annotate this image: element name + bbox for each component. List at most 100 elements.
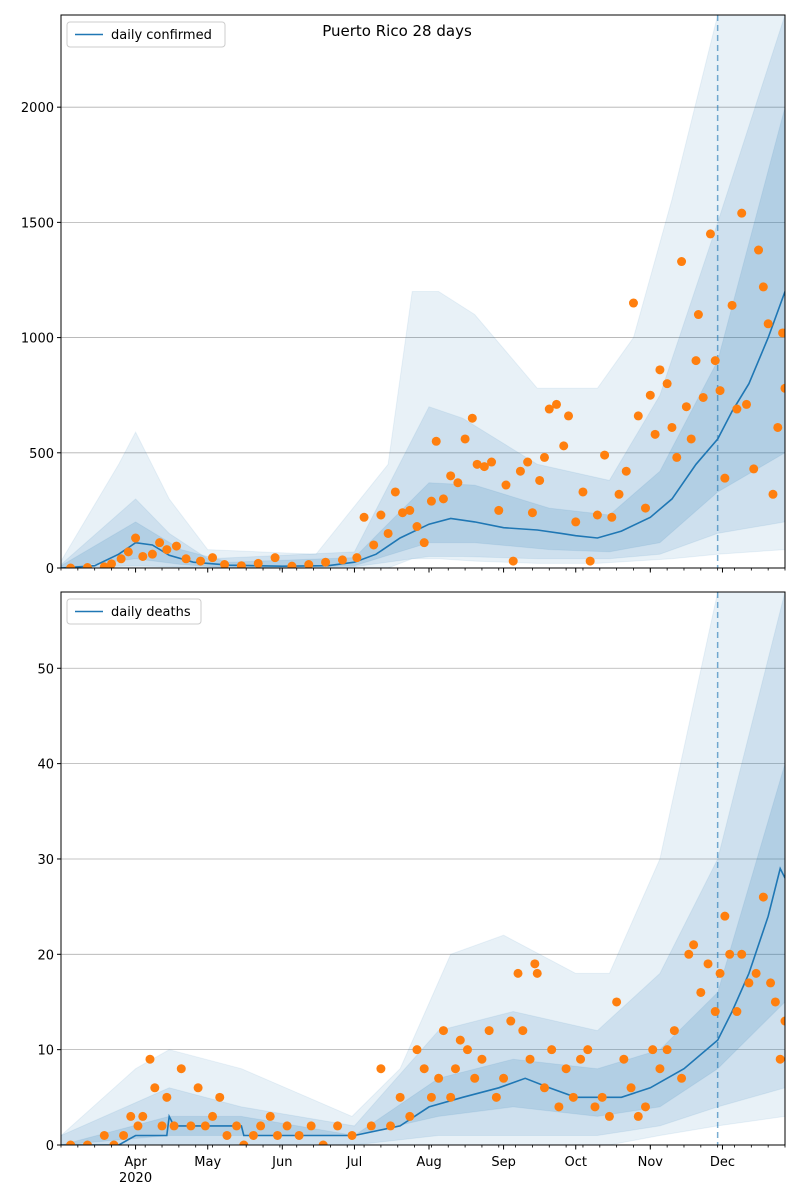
x-tick-label: Sep — [491, 1155, 516, 1170]
observed-point — [710, 356, 720, 366]
observed-point — [133, 1121, 143, 1131]
observed-point — [318, 1140, 328, 1145]
observed-point — [778, 328, 785, 338]
observed-point — [662, 379, 672, 389]
observed-point — [186, 1121, 196, 1131]
observed-point — [737, 208, 747, 218]
observed-point — [176, 1064, 186, 1074]
x-tick-label: Jun — [271, 1155, 292, 1170]
observed-point — [571, 517, 581, 527]
observed-point — [547, 1045, 557, 1055]
y-tick-label: 1000 — [21, 332, 54, 347]
observed-point — [270, 553, 280, 563]
observed-point — [337, 555, 347, 565]
observed-point — [107, 559, 117, 568]
observed-point — [655, 365, 665, 375]
observed-point — [376, 1064, 386, 1074]
observed-point — [162, 1092, 172, 1102]
observed-point — [705, 229, 715, 239]
observed-point — [686, 434, 696, 444]
observed-point — [82, 563, 92, 568]
y-tick-label: 0 — [46, 562, 54, 577]
observed-point — [585, 556, 595, 566]
observed-point — [669, 1026, 679, 1036]
observed-point — [239, 1140, 249, 1145]
observed-point — [383, 528, 393, 538]
observed-point — [655, 1064, 665, 1074]
observed-point — [145, 1054, 155, 1064]
observed-point — [487, 457, 497, 467]
observed-point — [472, 459, 482, 469]
observed-point — [434, 1073, 444, 1083]
observed-point — [640, 503, 650, 513]
legend-label: daily deaths — [111, 605, 191, 620]
observed-point — [766, 978, 776, 988]
observed-point — [294, 1130, 304, 1140]
observed-point — [131, 533, 141, 543]
observed-point — [155, 538, 165, 548]
observed-point — [398, 508, 408, 518]
observed-point — [390, 487, 400, 497]
observed-point — [150, 1083, 160, 1093]
y-tick-label: 40 — [37, 758, 54, 773]
band-mid-area — [61, 592, 785, 1145]
observed-point — [515, 466, 525, 476]
observed-point — [681, 402, 691, 412]
observed-point — [592, 510, 602, 520]
observed-point — [405, 1111, 415, 1121]
observed-point — [126, 1111, 136, 1121]
median-line — [61, 866, 785, 1145]
observed-point — [626, 1083, 636, 1093]
observed-point — [597, 1092, 607, 1102]
observed-point — [366, 1121, 376, 1131]
observed-point — [66, 1140, 76, 1145]
observed-point — [532, 968, 542, 978]
y-tick-label: 30 — [37, 853, 54, 868]
x-tick-year-label: 2020 — [119, 1171, 152, 1186]
confirmed-panel: 0 500 1000 1500 2000 daily confirmed — [21, 14, 786, 577]
observed-point — [677, 257, 687, 267]
observed-point — [494, 505, 504, 515]
observed-point — [66, 563, 76, 568]
observed-point — [123, 547, 133, 557]
observed-point — [467, 413, 477, 423]
observed-point — [773, 422, 783, 432]
observed-point — [576, 1054, 586, 1064]
observed-point — [479, 462, 489, 472]
observed-point — [518, 1026, 528, 1036]
observed-point — [460, 434, 470, 444]
observed-point — [614, 489, 624, 499]
x-tick-label: Jul — [346, 1155, 363, 1170]
observed-point — [446, 471, 456, 481]
y-tick-label: 10 — [37, 1044, 54, 1059]
observed-point — [82, 1140, 92, 1145]
observed-point — [419, 538, 429, 548]
observed-point — [438, 1026, 448, 1036]
observed-point — [116, 554, 126, 564]
observed-point — [138, 1111, 148, 1121]
observed-point — [677, 1073, 687, 1083]
y-tick-label: 0 — [46, 1139, 54, 1154]
observed-point — [272, 1130, 282, 1140]
observed-point — [208, 553, 218, 563]
observed-point — [193, 1083, 203, 1093]
observed-point — [147, 549, 157, 559]
observed-point — [568, 1092, 578, 1102]
observed-point — [412, 1045, 422, 1055]
observed-point — [640, 1102, 650, 1112]
observed-point — [737, 949, 747, 959]
observed-point — [450, 1064, 460, 1074]
observed-point — [208, 1111, 218, 1121]
observed-point — [744, 978, 754, 988]
observed-point — [621, 466, 631, 476]
observed-point — [633, 411, 643, 421]
observed-point — [462, 1045, 472, 1055]
observed-point — [412, 522, 422, 532]
observed-point — [306, 1121, 316, 1131]
observed-point — [169, 1121, 179, 1131]
observed-point — [376, 510, 386, 520]
chart-title: Puerto Rico 28 days — [322, 22, 472, 40]
observed-point — [691, 356, 701, 366]
observed-point — [590, 1102, 600, 1112]
observed-point — [333, 1121, 343, 1131]
